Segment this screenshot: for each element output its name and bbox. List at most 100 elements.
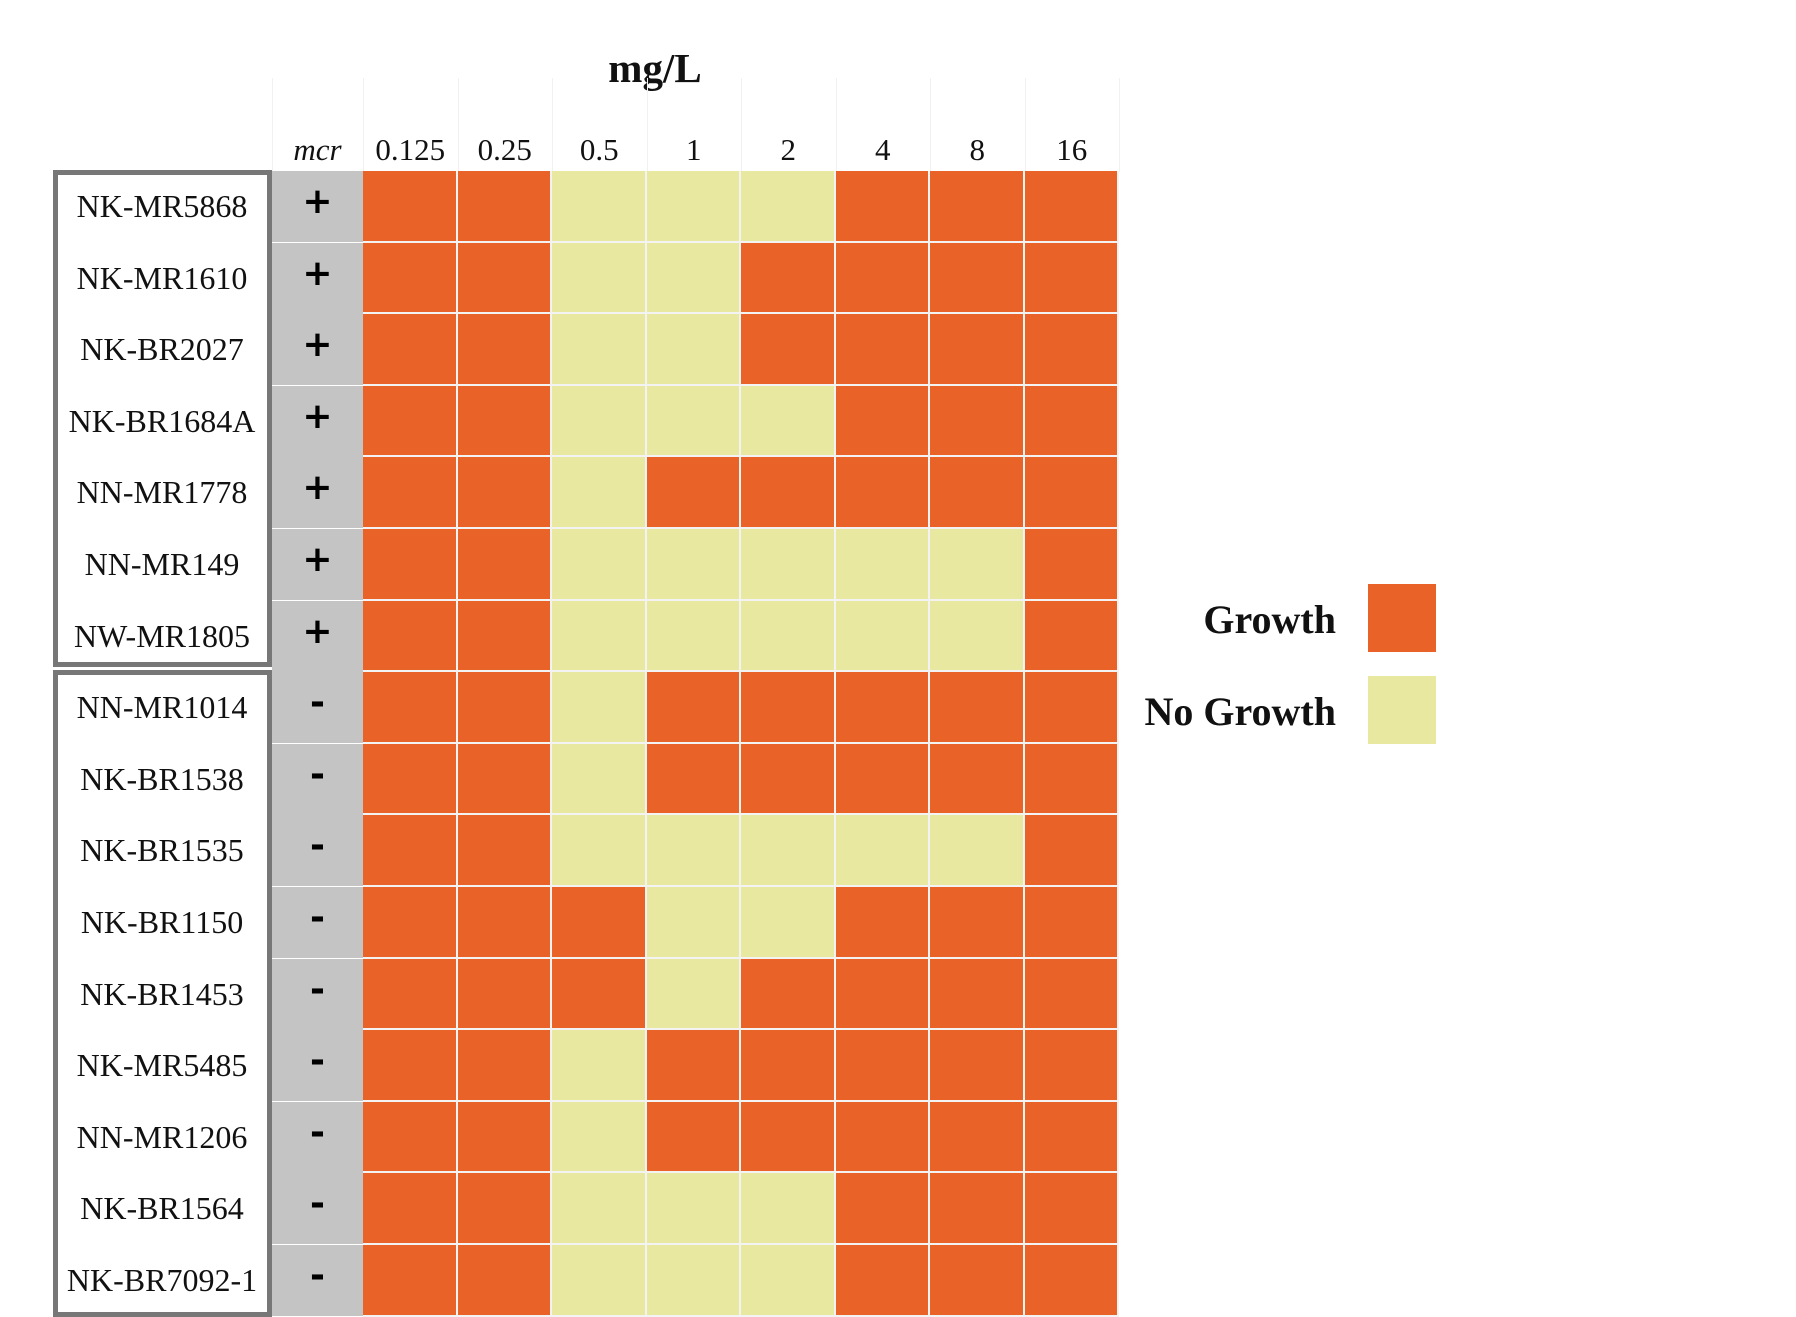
mcr-status-cell: + [272, 529, 363, 600]
heatmap-cell-growth [741, 314, 836, 386]
heatmap-cell-growth [1024, 1173, 1119, 1245]
heatmap-cell-growth [552, 887, 647, 959]
heatmap-cell-growth [1024, 457, 1119, 529]
heatmap-cell-no-growth [552, 672, 647, 744]
row-label-strain: NK-BR1150 [80, 904, 244, 940]
legend-swatch-no-growth [1368, 676, 1436, 744]
row-label-strain: NK-BR2027 [80, 331, 244, 368]
row-label-strain: NK-BR1453 [80, 975, 244, 1012]
heatmap-cell-growth [457, 1173, 552, 1245]
header-guide-line [930, 78, 931, 172]
heatmap-cell-no-growth [552, 815, 647, 887]
heatmap-cell-growth [835, 242, 930, 315]
row-label-strain: NK-BR1684A [68, 402, 256, 439]
heatmap-cell-growth [835, 887, 930, 959]
heatmap-cell-growth [1024, 385, 1119, 458]
heatmap-cell-no-growth [552, 1173, 647, 1245]
row-label-strain: NK-BR1535 [80, 832, 244, 869]
column-tick-label: 1 [686, 132, 702, 167]
heatmap-cell-growth [646, 672, 741, 744]
heatmap-cell-no-growth [646, 314, 741, 386]
heatmap-cell-no-growth [930, 600, 1025, 673]
heatmap-cell-growth [363, 1245, 458, 1317]
heatmap-cell-no-growth [930, 815, 1025, 887]
heatmap-cell-growth [835, 1173, 930, 1245]
heatmap-cell-no-growth [646, 171, 741, 243]
heatmap-cell-growth [741, 1030, 836, 1102]
heatmap-cell-growth [646, 1030, 741, 1102]
row-label-strain: NK-MR1610 [76, 259, 248, 296]
row-label-strain: NN-MR1014 [76, 689, 248, 726]
heatmap-cell-growth [363, 887, 458, 959]
heatmap-cell-growth [457, 958, 552, 1031]
heatmap-cell-growth [1024, 887, 1119, 959]
heatmap-cell-no-growth [741, 171, 836, 243]
heatmap-cell-growth [363, 815, 458, 887]
chart-title: mg/L [608, 45, 702, 91]
mcr-status-cell: + [272, 600, 363, 672]
row-label-strain: NW-MR1805 [74, 617, 250, 654]
heatmap-cell-growth [930, 385, 1025, 458]
heatmap-cell-no-growth [552, 743, 647, 816]
heatmap-cell-growth [457, 815, 552, 887]
heatmap-cell-no-growth [930, 529, 1025, 601]
heatmap-cell-growth [930, 672, 1025, 744]
header-guide-line [835, 78, 837, 172]
mcr-status-cell: - [272, 1173, 363, 1245]
heatmap-cell-no-growth [552, 171, 647, 243]
mcr-status-cell: - [272, 1030, 363, 1102]
column-tick-label: 0.25 [477, 132, 532, 167]
heatmap-cell-growth [363, 171, 458, 243]
heatmap-cell-growth [1024, 314, 1119, 386]
heatmap-cell-growth [741, 672, 836, 744]
group-box-mcr-positive [53, 170, 272, 668]
heatmap-cell-no-growth [552, 529, 647, 601]
column-tick-label: 0.125 [375, 132, 446, 167]
heatmap-cell-no-growth [835, 529, 930, 601]
heatmap-cell-no-growth [646, 529, 741, 601]
heatmap-cell-growth [930, 887, 1025, 959]
header-guide-line [457, 78, 459, 172]
column-tick-label: 8 [969, 132, 986, 167]
heatmap-cell-growth [457, 385, 552, 458]
heatmap-cell-growth [457, 1101, 552, 1174]
heatmap-cell-no-growth [741, 1173, 836, 1245]
heatmap-cell-growth [1024, 672, 1119, 744]
heatmap-cell-no-growth [552, 1030, 647, 1102]
legend-label-no-growth: No Growth [1144, 689, 1336, 734]
heatmap-cell-growth [1024, 815, 1119, 887]
heatmap-cell-no-growth [552, 600, 647, 673]
heatmap-cell-growth [457, 314, 552, 386]
heatmap-cell-growth [930, 1030, 1025, 1102]
heatmap-cell-no-growth [646, 600, 741, 673]
heatmap-cell-growth [457, 672, 552, 744]
heatmap-cell-growth [930, 958, 1025, 1031]
group-box-mcr-negative [53, 670, 272, 1317]
mcr-status-cell: - [272, 958, 363, 1030]
heatmap-cell-growth [741, 242, 836, 315]
heatmap-cell-no-growth [646, 815, 741, 887]
heatmap-cell-growth [457, 242, 552, 315]
heatmap-cell-growth [835, 171, 930, 243]
heatmap-cell-no-growth [741, 600, 836, 673]
header-guide-line [552, 78, 553, 172]
row-label-strain: NK-MR5868 [76, 188, 248, 224]
legend-swatch-growth [1368, 584, 1436, 652]
heatmap-cell-growth [363, 385, 458, 458]
heatmap-cell-growth [457, 743, 552, 816]
heatmap-cell-no-growth [741, 1245, 836, 1317]
heatmap-cell-growth [457, 1030, 552, 1102]
heatmap-cell-growth [1024, 958, 1119, 1031]
header-guide-line [363, 78, 364, 172]
heatmap-cell-growth [457, 529, 552, 601]
heatmap-cell-growth [741, 457, 836, 529]
heatmap-cell-growth [835, 385, 930, 458]
row-label-strain: NK-BR1564 [80, 1190, 244, 1227]
header-guide-line [1119, 78, 1120, 172]
heatmap-cell-growth [835, 314, 930, 386]
heatmap-cell-growth [363, 529, 458, 601]
heatmap-cell-no-growth [552, 1101, 647, 1174]
heatmap-cell-no-growth [646, 385, 741, 458]
heatmap-cell-no-growth [835, 600, 930, 673]
